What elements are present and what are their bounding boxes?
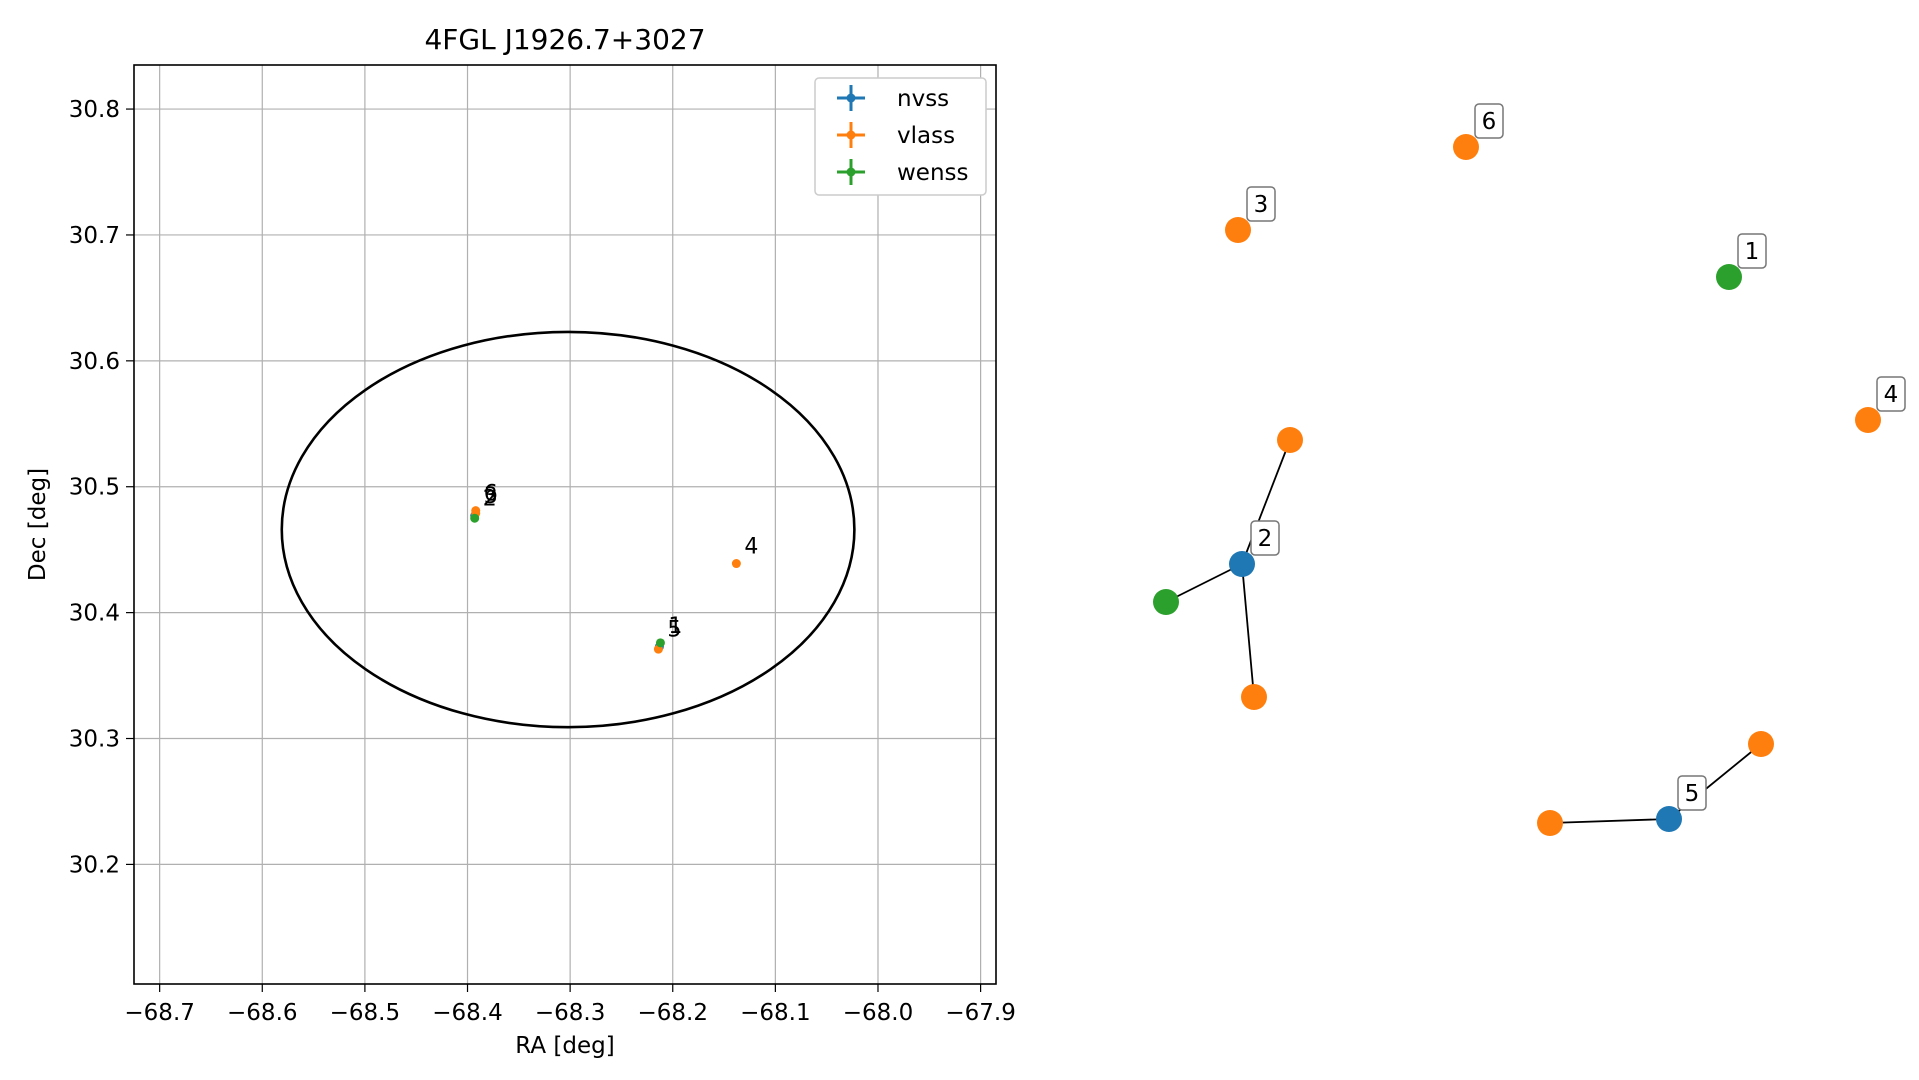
graph-node-label: 3 <box>1246 186 1276 222</box>
x-tick-label: −68.1 <box>740 1000 810 1026</box>
legend-entry-wenss: wenss <box>897 160 969 186</box>
graph-node-label: 5 <box>1677 775 1707 811</box>
legend-entry-nvss: nvss <box>897 86 949 112</box>
node-label-text: 3 <box>1254 192 1269 218</box>
graph-node-vlass <box>1855 407 1881 433</box>
x-tick-label: −68.6 <box>227 1000 297 1026</box>
error-ellipse <box>280 330 856 729</box>
y-tick-label: 30.4 <box>69 601 120 627</box>
node-label-box <box>1246 186 1276 222</box>
graph-node-wenss <box>1716 264 1742 290</box>
node-labels-layer: 1 2 3 4 5 6 <box>1246 103 1906 811</box>
legend-box <box>814 77 987 196</box>
point-labels-layer: 2 5 63 4 1 <box>483 482 759 643</box>
point-label: 2 <box>483 487 497 512</box>
x-tick-label: −68.2 <box>638 1000 708 1026</box>
ticks-layer: −68.7 −68.6 −68.5 −68.4 −68.3 −68.2 −68.1 −68.0… <box>69 97 1016 1026</box>
node-label-text: 4 <box>1884 382 1899 408</box>
point-wenss <box>470 513 480 523</box>
y-tick-label: 30.6 <box>69 349 120 375</box>
node-label-text: 5 <box>1685 781 1700 807</box>
x-tick-label: −68.4 <box>432 1000 502 1026</box>
legend-marker-dot <box>846 130 856 140</box>
graph-edge <box>1241 563 1255 698</box>
nodes-layer <box>1153 134 1881 836</box>
x-axis-label: RA [deg] <box>515 1033 614 1059</box>
x-tick-label: −68.7 <box>124 1000 194 1026</box>
legend-marker-dot <box>846 93 856 103</box>
grid <box>134 65 996 984</box>
graph-node-label: 4 <box>1876 376 1906 412</box>
graph-node-nvss <box>1656 806 1682 832</box>
point-label: 6 <box>484 482 498 507</box>
point-vlass <box>731 559 741 569</box>
graph-node-vlass <box>1748 731 1774 757</box>
point-label: 1 <box>668 614 682 639</box>
graph-edge <box>1241 439 1291 565</box>
node-label-text: 2 <box>1258 526 1273 552</box>
y-tick-label: 30.8 <box>69 97 120 123</box>
y-tick-label: 30.3 <box>69 727 120 753</box>
legend-entry-vlass: vlass <box>897 123 955 149</box>
node-label-box <box>1737 233 1767 269</box>
graph-edge <box>1549 818 1670 824</box>
node-label-text: 1 <box>1745 239 1760 265</box>
y-tick-label: 30.5 <box>69 475 120 501</box>
chart-title: 4FGL J1926.7+3027 <box>424 23 705 56</box>
legend: nvss vlass wenss <box>814 77 987 196</box>
node-label-box <box>1677 775 1707 811</box>
graph-node-vlass <box>1453 134 1479 160</box>
graph-node-vlass <box>1537 810 1563 836</box>
axes-frame <box>133 64 997 985</box>
graph-node-wenss <box>1153 589 1179 615</box>
graph-node-label: 1 <box>1737 233 1767 269</box>
point-label: 5 <box>667 618 681 643</box>
error-ellipse-layer <box>280 330 856 729</box>
node-label-box <box>1474 103 1504 139</box>
y-axis-label: Dec [deg] <box>25 468 51 581</box>
point-label: 3 <box>484 484 498 509</box>
points-layer <box>470 506 741 654</box>
graph-node-vlass <box>1241 684 1267 710</box>
x-tick-label: −68.3 <box>535 1000 605 1026</box>
node-label-box <box>1250 520 1280 556</box>
edges-layer <box>1165 439 1762 824</box>
graph-node-nvss <box>1229 551 1255 577</box>
graph-node-label: 2 <box>1250 520 1280 556</box>
x-tick-label: −67.9 <box>945 1000 1015 1026</box>
point-label: 4 <box>744 535 758 560</box>
graph-edge <box>1165 563 1243 603</box>
graph-node-vlass <box>1225 217 1251 243</box>
point-wenss <box>655 638 665 648</box>
x-tick-label: −68.0 <box>843 1000 913 1026</box>
graph-node-label: 6 <box>1474 103 1504 139</box>
network-graph: 1 2 3 4 5 6 <box>1153 103 1906 836</box>
legend-marker-dot <box>846 167 856 177</box>
graph-node-vlass <box>1277 427 1303 453</box>
x-tick-label: −68.5 <box>330 1000 400 1026</box>
node-label-text: 6 <box>1482 109 1497 135</box>
node-label-box <box>1876 376 1906 412</box>
y-tick-label: 30.7 <box>69 223 120 249</box>
y-tick-label: 30.2 <box>69 852 120 878</box>
